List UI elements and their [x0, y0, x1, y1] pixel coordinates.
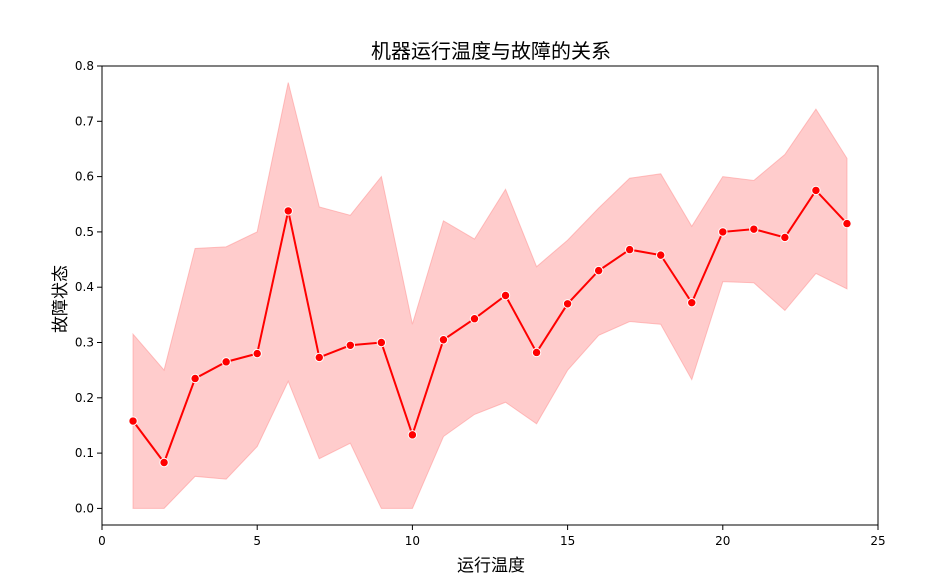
data-point: [407, 430, 418, 440]
y-tick-label: 0.6: [75, 170, 94, 184]
y-tick-label: 0.1: [75, 446, 94, 460]
data-point: [283, 206, 293, 216]
x-tick-label: 5: [253, 534, 261, 548]
y-tick-label: 0.3: [75, 336, 94, 350]
data-point: [656, 250, 666, 260]
y-axis-label: 故障状态: [51, 265, 71, 333]
data-point: [252, 348, 262, 359]
data-point: [842, 218, 852, 229]
data-point: [500, 290, 511, 301]
series-line: [132, 188, 848, 465]
data-point: [811, 185, 821, 196]
x-axis-label: 运行温度: [457, 556, 525, 576]
y-tick-label: 0.8: [75, 59, 94, 73]
data-point: [221, 357, 231, 367]
confidence-band: [132, 82, 848, 509]
plot-area: 0 5 10 15 20 25 0.0 0.1 0.2 0.3 0.4 0.5 0.6 0.7 0.8: [75, 59, 886, 548]
data-point: [128, 416, 138, 426]
y-tick-label: 0.0: [75, 501, 94, 515]
data-point: [624, 244, 635, 255]
data-point: [469, 314, 480, 324]
data-point: [159, 457, 169, 468]
data-point: [438, 335, 449, 345]
data-point: [376, 337, 387, 348]
data-point: [718, 227, 728, 237]
data-point: [687, 297, 697, 308]
data-point: [314, 352, 324, 363]
data-point: [749, 224, 759, 234]
data-point: [562, 299, 573, 309]
data-point: [593, 265, 604, 276]
y-tick-label: 0.2: [75, 391, 94, 405]
data-point: [780, 232, 790, 243]
data-point: [190, 373, 200, 384]
data-point: [531, 347, 542, 358]
plot-frame: [101, 65, 879, 526]
x-tick-label: 25: [870, 534, 885, 548]
chart-title: 机器运行温度与故障的关系: [371, 39, 611, 63]
data-point: [345, 340, 356, 350]
x-tick-label: 15: [560, 534, 575, 548]
y-tick-label: 0.4: [75, 280, 94, 294]
x-tick-label: 0: [98, 534, 106, 548]
x-tick-label: 20: [715, 534, 730, 548]
y-tick-label: 0.7: [75, 114, 94, 128]
y-tick-label: 0.5: [75, 225, 94, 239]
x-tick-label: 10: [405, 534, 420, 548]
